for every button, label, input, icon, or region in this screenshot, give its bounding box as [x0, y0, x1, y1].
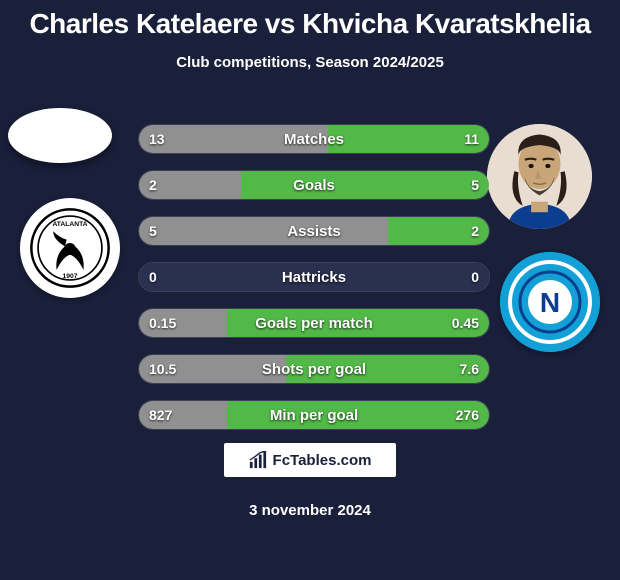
- stat-bar-right: [241, 171, 490, 199]
- stat-value-left: 0: [149, 263, 157, 291]
- stat-row: 1311Matches: [138, 124, 490, 154]
- stat-value-left: 13: [149, 125, 165, 153]
- left-club-logo: ATALANTA 1907: [20, 198, 120, 298]
- footer-brand-text: FcTables.com: [273, 452, 372, 469]
- stat-value-left: 5: [149, 217, 157, 245]
- right-player-photo: [487, 124, 592, 229]
- stat-row: 52Assists: [138, 216, 490, 246]
- stat-value-left: 827: [149, 401, 172, 429]
- stat-value-right: 11: [464, 125, 479, 153]
- stat-value-left: 2: [149, 171, 157, 199]
- stat-value-right: 0: [471, 263, 479, 291]
- stat-value-left: 0.15: [149, 309, 176, 337]
- stat-row: 10.57.6Shots per goal: [138, 354, 490, 384]
- stats-container: 1311Matches25Goals52Assists00Hattricks0.…: [138, 124, 490, 446]
- footer-brand: FcTables.com: [224, 443, 396, 477]
- svg-text:1907: 1907: [63, 273, 78, 280]
- svg-text:N: N: [540, 287, 560, 318]
- stat-bar-right: [227, 309, 490, 337]
- right-club-logo: N: [500, 252, 600, 352]
- chart-icon: [249, 451, 267, 469]
- stat-row: 00Hattricks: [138, 262, 490, 292]
- stat-bar-left: [139, 217, 388, 245]
- stat-value-left: 10.5: [149, 355, 176, 383]
- stat-bar-left: [139, 125, 328, 153]
- svg-text:ATALANTA: ATALANTA: [52, 221, 87, 228]
- stat-bar-right: [227, 401, 490, 429]
- stat-row: 0.150.45Goals per match: [138, 308, 490, 338]
- stat-row: 25Goals: [138, 170, 490, 200]
- stat-value-right: 276: [456, 401, 479, 429]
- stat-row: 827276Min per goal: [138, 400, 490, 430]
- stat-value-right: 0.45: [452, 309, 479, 337]
- left-player-photo: [8, 108, 112, 163]
- date: 3 november 2024: [0, 502, 620, 519]
- stat-bar-right: [314, 263, 489, 291]
- stat-value-right: 7.6: [460, 355, 479, 383]
- page-title: Charles Katelaere vs Khvicha Kvaratskhel…: [0, 0, 620, 40]
- stat-value-right: 2: [471, 217, 479, 245]
- stat-bar-left: [139, 263, 314, 291]
- stat-value-right: 5: [471, 171, 479, 199]
- subtitle: Club competitions, Season 2024/2025: [0, 54, 620, 71]
